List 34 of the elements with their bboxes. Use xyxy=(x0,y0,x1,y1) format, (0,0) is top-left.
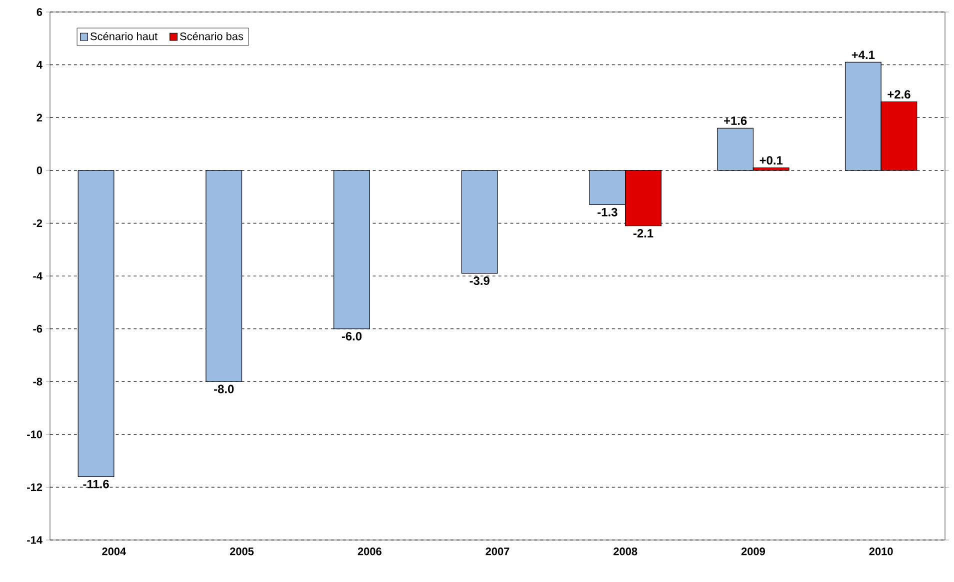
x-tick-label: 2004 xyxy=(102,548,126,556)
x-tick-label: 2007 xyxy=(486,548,510,556)
legend-label: Scénario bas xyxy=(180,32,244,40)
y-tick-label: -14 xyxy=(27,536,42,544)
y-tick-label: -4 xyxy=(33,272,42,280)
y-tick-label: -2 xyxy=(33,219,42,228)
y-tick-label: 6 xyxy=(36,8,42,16)
bar xyxy=(334,170,370,330)
y-tick-label: -12 xyxy=(27,483,42,492)
bar xyxy=(206,170,242,382)
data-label: -8.0 xyxy=(214,384,234,394)
bar xyxy=(461,170,498,274)
data-label: -2.1 xyxy=(633,229,654,238)
data-label: +4.1 xyxy=(852,50,875,59)
y-tick-label: -6 xyxy=(33,324,42,333)
x-tick-label: 2010 xyxy=(869,548,893,556)
legend-label: Scénario haut xyxy=(90,32,158,40)
x-tick-label: 2009 xyxy=(741,548,765,556)
x-tick-label: 2008 xyxy=(614,548,638,556)
data-label: -1.3 xyxy=(598,208,618,216)
y-tick-label: 2 xyxy=(36,114,42,122)
x-tick-label: 2005 xyxy=(230,548,254,556)
data-label: +1.6 xyxy=(724,116,747,125)
data-label: -11.6 xyxy=(83,480,109,488)
y-tick-label: -8 xyxy=(33,378,42,386)
data-label: -3.9 xyxy=(470,276,490,286)
data-label: +0.1 xyxy=(760,156,783,165)
y-tick-label: -10 xyxy=(27,430,42,438)
x-tick-label: 2006 xyxy=(358,548,382,556)
data-label: +2.6 xyxy=(888,90,910,99)
bar xyxy=(78,170,114,477)
y-tick-label: 4 xyxy=(36,61,42,69)
y-tick-label: 0 xyxy=(36,166,42,174)
data-label: -6.0 xyxy=(342,332,362,340)
